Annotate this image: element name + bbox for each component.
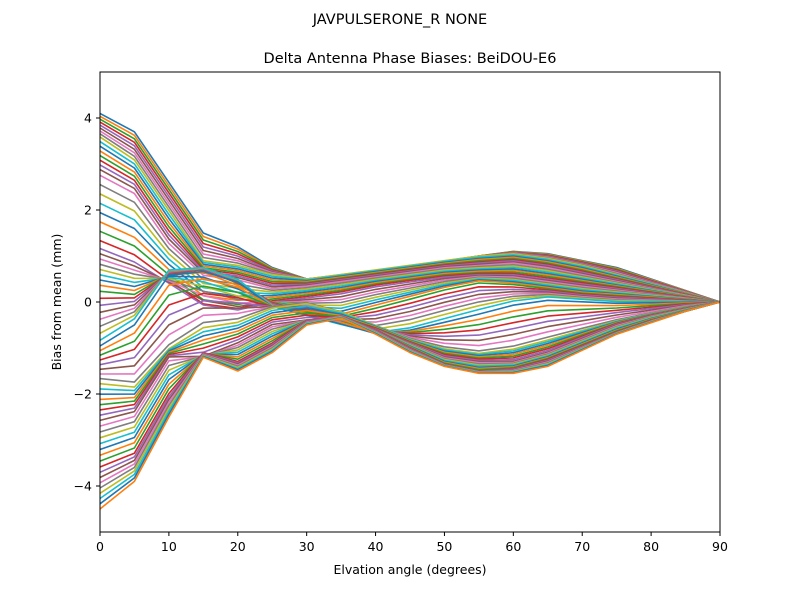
series-line <box>99 266 721 341</box>
x-tick-label: 40 <box>368 539 384 554</box>
series-line <box>99 271 721 316</box>
series-line <box>99 263 721 305</box>
series-line <box>99 275 721 313</box>
series-line <box>99 285 721 357</box>
y-tick-label: 4 <box>84 111 92 126</box>
x-axis: 0 10 20 30 40 50 60 70 80 90 <box>96 532 728 554</box>
figure-suptitle: JAVPULSERONE_R NONE <box>312 12 487 28</box>
series-line <box>99 292 721 361</box>
x-tick-label: 30 <box>299 539 315 554</box>
x-tick-label: 90 <box>712 539 728 554</box>
x-tick-label: 20 <box>230 539 246 554</box>
series-line <box>99 299 721 366</box>
x-tick-label: 80 <box>643 539 659 554</box>
x-tick-label: 10 <box>161 539 177 554</box>
series-line <box>99 247 721 311</box>
x-tick-label: 50 <box>436 539 452 554</box>
y-axis-label: Bias from mean (mm) <box>49 234 64 371</box>
series-line <box>99 193 721 303</box>
series-line <box>99 301 721 510</box>
series-line <box>99 174 721 303</box>
y-axis: −4 −2 0 2 4 <box>74 111 100 494</box>
y-tick-label: 0 <box>84 295 92 310</box>
series-line <box>99 150 721 303</box>
x-tick-label: 60 <box>505 539 521 554</box>
series-line <box>99 136 721 303</box>
series-line <box>99 145 721 303</box>
series-line <box>99 202 721 303</box>
x-tick-label: 70 <box>574 539 590 554</box>
series-line <box>99 270 721 347</box>
series-layer <box>99 112 721 510</box>
series-line <box>99 258 721 304</box>
y-tick-label: −4 <box>74 479 92 494</box>
chart-title: Delta Antenna Phase Biases: BeiDOU-E6 <box>264 51 557 67</box>
series-line <box>99 301 721 375</box>
y-tick-label: 2 <box>84 203 92 218</box>
series-line <box>99 277 721 352</box>
y-tick-label: −2 <box>74 387 92 402</box>
x-axis-label: Elvation angle (degrees) <box>333 562 486 577</box>
series-line <box>99 301 721 371</box>
series-line <box>99 239 721 310</box>
x-tick-label: 0 <box>96 539 104 554</box>
